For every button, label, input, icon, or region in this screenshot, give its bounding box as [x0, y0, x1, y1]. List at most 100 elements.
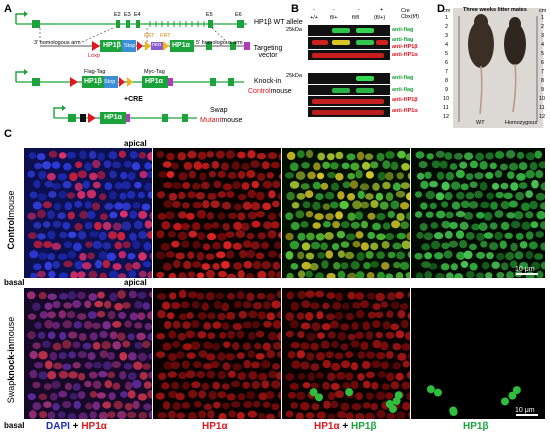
nucleus [337, 250, 345, 258]
nucleus [182, 182, 191, 190]
nucleus [445, 272, 454, 278]
basal-label-1: basal [4, 278, 25, 287]
nucleus [188, 411, 197, 419]
nucleus [424, 252, 433, 260]
nucleus [188, 389, 198, 399]
nucleus [175, 392, 185, 401]
nucleus [277, 410, 281, 419]
nucleus [127, 352, 137, 361]
nucleus [236, 291, 245, 300]
nucleus [267, 152, 278, 160]
nucleus [460, 183, 469, 191]
nucleus [535, 170, 544, 179]
nucleus [465, 232, 475, 240]
nucleus [315, 233, 325, 241]
nucleus [275, 371, 281, 381]
nucleus [102, 401, 112, 409]
nucleus [465, 192, 475, 200]
nucleus [521, 221, 531, 231]
nucleus [508, 162, 519, 171]
nucleus [352, 302, 362, 309]
nucleus [212, 262, 220, 270]
blot-strip-7 [308, 107, 390, 117]
nucleus [217, 312, 226, 321]
nucleus [272, 341, 281, 350]
nucleus [63, 260, 73, 268]
nucleus [44, 180, 53, 188]
nucleus [108, 392, 116, 400]
nucleus [379, 201, 389, 210]
nucleus [108, 190, 117, 200]
nucleus [66, 311, 76, 319]
nucleus [287, 351, 296, 359]
nucleus [38, 371, 48, 380]
nucleus [336, 371, 346, 380]
nucleus [221, 383, 230, 390]
nucleus [180, 223, 191, 231]
scale-bar-2: 10 μm [515, 407, 535, 414]
nucleus [310, 302, 320, 310]
nucleus [197, 312, 208, 320]
nucleus [156, 151, 165, 158]
nucleus [241, 182, 250, 190]
nucleus [285, 410, 294, 418]
nucleus [307, 372, 315, 381]
nucleus [455, 210, 466, 218]
nucleus [27, 212, 37, 220]
nucleus [177, 152, 187, 161]
nucleus [430, 240, 441, 250]
nucleus [345, 312, 354, 321]
nucleus [510, 220, 521, 229]
nucleus [206, 232, 217, 241]
nucleus [100, 213, 108, 221]
nucleus [301, 261, 311, 270]
nucleus [230, 380, 241, 388]
nucleus [272, 180, 281, 189]
nucleus [372, 303, 381, 310]
nucleus [167, 371, 177, 378]
nucleus [143, 381, 152, 389]
nucleus [96, 310, 106, 318]
nucleus [66, 151, 77, 159]
nucleus [271, 380, 281, 389]
exon-label-e3: E3 [124, 12, 131, 18]
nucleus [94, 259, 103, 269]
micro-control-hp1a [153, 148, 281, 278]
nucleus [324, 231, 334, 240]
nucleus [233, 300, 242, 309]
nucleus [63, 162, 72, 171]
nucleus [34, 361, 44, 369]
nucleus [97, 291, 105, 299]
nucleus [155, 392, 165, 400]
nucleus [99, 330, 108, 339]
nucleus [290, 263, 299, 270]
nucleus [242, 381, 250, 389]
nucleus [331, 242, 340, 251]
nucleus [186, 312, 194, 319]
nucleus [175, 252, 185, 260]
nucleus [84, 201, 92, 209]
nucleus [396, 212, 405, 222]
nucleus [58, 390, 68, 398]
col1-cre: - [313, 7, 315, 13]
nucleus [489, 162, 497, 170]
nucleus [370, 261, 379, 268]
nucleus [201, 162, 210, 170]
nucleus [226, 311, 236, 320]
nucleus [316, 372, 324, 379]
nucleus [233, 221, 243, 231]
nucleus [207, 192, 217, 200]
nucleus [514, 251, 524, 260]
col4-geno: (fl/+) [374, 15, 386, 21]
nucleus [351, 403, 362, 411]
nucleus [38, 393, 48, 401]
nucleus [126, 190, 136, 199]
nucleus [203, 363, 213, 370]
nucleus [143, 403, 152, 411]
blot-label-1: anti-flag [392, 27, 414, 33]
mice-illustration [453, 8, 543, 128]
nucleus [157, 212, 167, 220]
nucleus [331, 362, 341, 371]
nucleus [247, 150, 256, 159]
nucleus [491, 182, 500, 190]
